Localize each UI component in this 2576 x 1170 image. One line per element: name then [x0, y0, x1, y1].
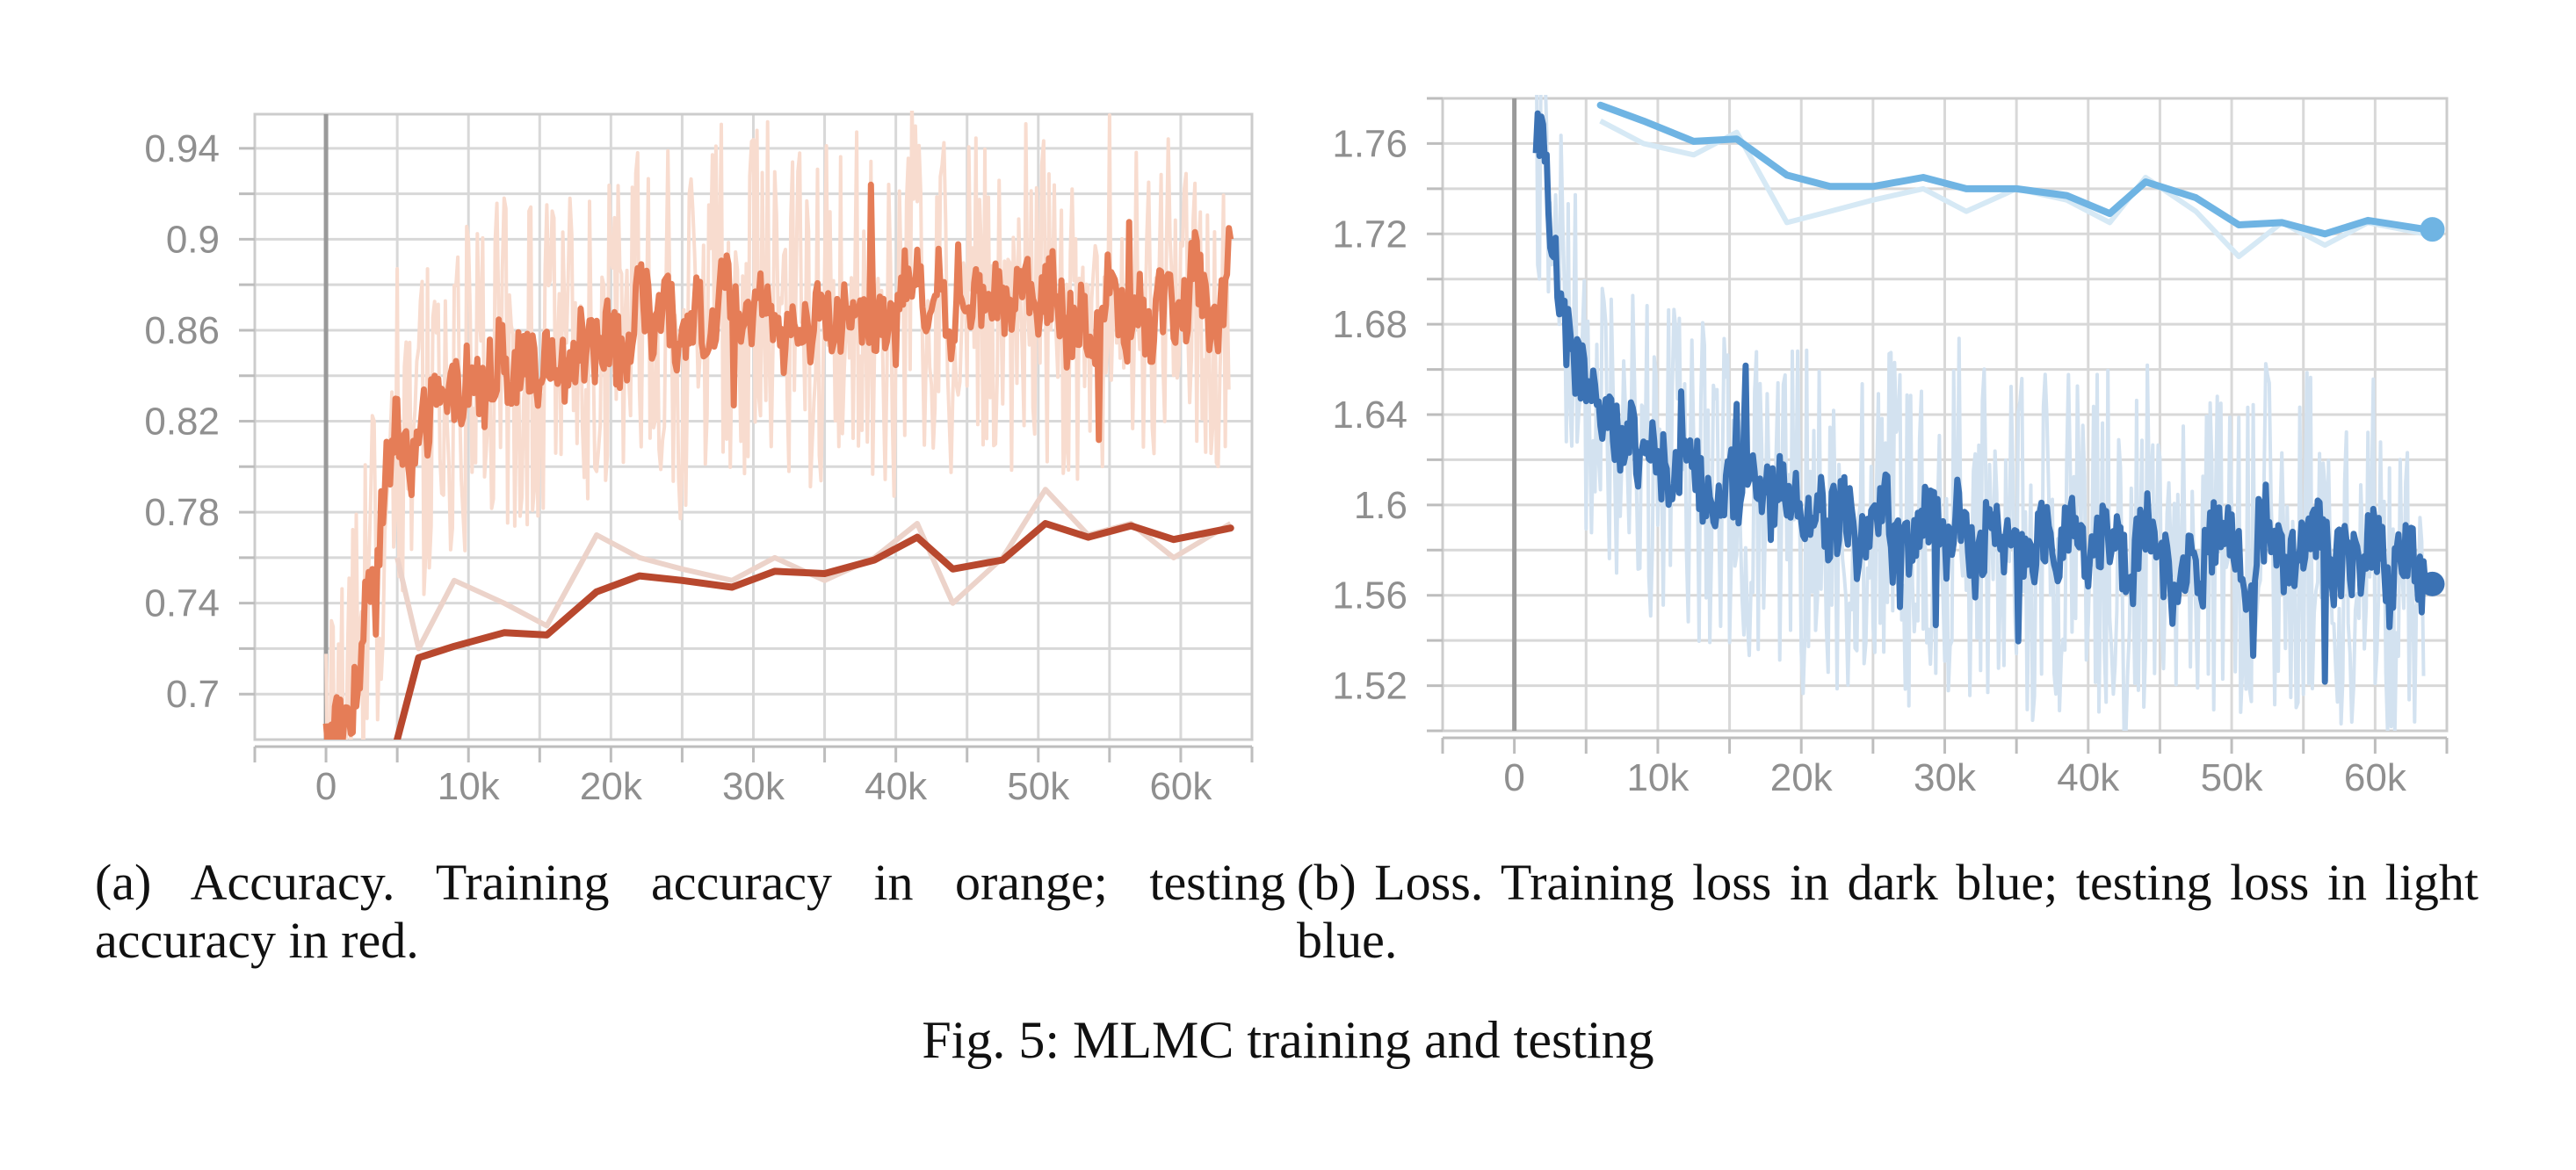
x-tick-label: 10k [1626, 756, 1690, 799]
y-tick-label: 0.82 [144, 401, 220, 444]
x-tick-label: 50k [1007, 765, 1070, 808]
loss-series-0-end-point [2420, 571, 2445, 596]
y-tick-label: 0.74 [144, 582, 220, 625]
accuracy-series-1-line [394, 520, 1234, 740]
y-tick-label: 0.7 [166, 673, 220, 716]
figure-caption: Fig. 5: MLMC training and testing [922, 1011, 1654, 1069]
accuracy-series-0-line [322, 181, 1234, 740]
x-tick-label: 40k [865, 765, 928, 808]
loss-series-0-raw-line [1535, 95, 2426, 731]
y-tick-label: 0.78 [144, 491, 220, 534]
y-tick-label: 1.52 [1332, 665, 1407, 708]
y-tick-label: 0.86 [144, 309, 220, 352]
accuracy-chart: 0 10k 20k 30k 40k 50k 60k 0.7 0.74 0.78 0.82 0.86 0.… [0, 0, 1292, 843]
y-tick-label: 1.72 [1332, 213, 1407, 256]
subcaption-accuracy: (a) Accuracy. Training accuracy in orang… [95, 854, 1285, 969]
y-tick-label: 0.9 [166, 218, 220, 261]
x-tick-label: 30k [722, 765, 785, 808]
loss-chart: 0 10k 20k 30k 40k 50k 60k 1.52 1.56 1.6 1.64 1.68 1.… [1292, 0, 2576, 843]
y-tick-label: 1.56 [1332, 574, 1407, 618]
y-tick-label: 1.68 [1332, 303, 1407, 346]
loss-chart-svg: 0 10k 20k 30k 40k 50k 60k 1.52 1.56 1.6 1.64 1.68 1.… [1332, 95, 2449, 799]
x-tick-label: 40k [2057, 756, 2120, 799]
accuracy-chart-svg: 0 10k 20k 30k 40k 50k 60k 0.7 0.74 0.78 0.82 0.86 0.… [144, 111, 1254, 808]
y-tick-label: 1.76 [1332, 122, 1407, 165]
accuracy-series-0-raw-line [324, 111, 1231, 740]
loss-series-0-line [1532, 110, 2428, 685]
y-tick-label: 1.6 [1354, 484, 1407, 527]
accuracy-plot-frame [253, 112, 1254, 741]
loss-series-1-line [1596, 101, 2429, 238]
x-tick-label: 20k [1770, 756, 1834, 799]
x-tick-label: 50k [2201, 756, 2264, 799]
loss-series-1-end-point [2420, 217, 2445, 242]
x-tick-label: 60k [2344, 756, 2407, 799]
x-tick-label: 60k [1149, 765, 1212, 808]
x-tick-label: 20k [580, 765, 643, 808]
x-tick-label: 0 [315, 765, 336, 808]
subcaption-loss: (b) Loss. Training loss in dark blue; te… [1297, 854, 2478, 969]
x-tick-label: 30k [1914, 756, 1977, 799]
y-tick-label: 0.94 [144, 127, 220, 170]
x-tick-label: 0 [1503, 756, 1524, 799]
y-tick-label: 1.64 [1332, 394, 1407, 437]
x-tick-label: 10k [438, 765, 501, 808]
